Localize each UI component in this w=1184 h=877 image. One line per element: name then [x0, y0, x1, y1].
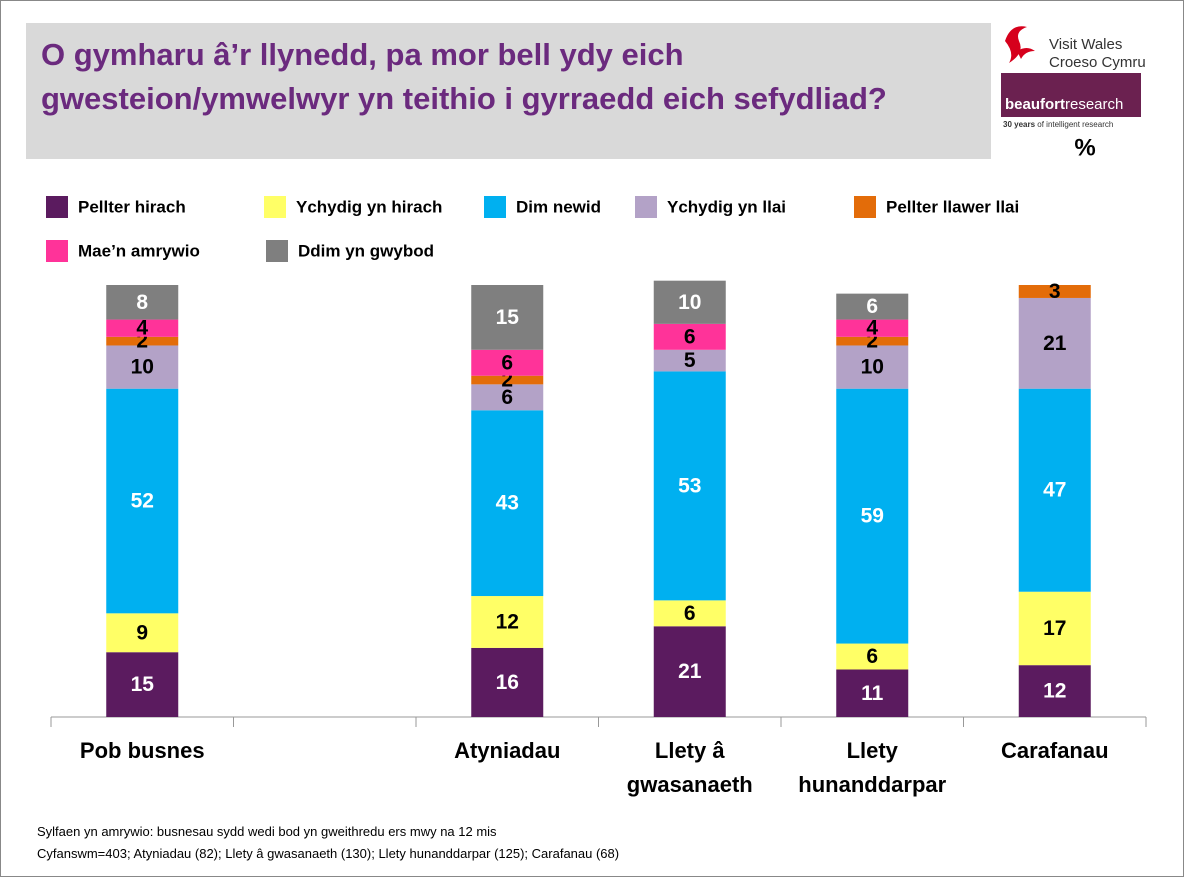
data-label: 17 [1043, 617, 1066, 640]
bar-segment [653, 626, 726, 717]
footnote: Sylfaen yn amrywio: busnesau sydd wedi b… [37, 824, 497, 839]
legend-swatch [266, 240, 288, 262]
data-label: 15 [496, 306, 520, 329]
bar-segment [106, 319, 179, 337]
logo-text: 30 years [1003, 120, 1036, 129]
bar-segment [836, 643, 909, 670]
bar-segment [653, 280, 726, 324]
legend-swatch [635, 196, 657, 218]
bar-segment [836, 669, 909, 717]
logo-text: beaufortresearch [1005, 96, 1123, 113]
data-label: 6 [684, 325, 696, 348]
bar-segment [653, 371, 726, 601]
bar-segment [836, 293, 909, 320]
bar-segment [471, 375, 544, 385]
bar-segment [1018, 665, 1091, 717]
legend-label: Ychydig yn hirach [296, 197, 442, 216]
bar-segment [836, 319, 909, 337]
legend-label: Pellter llawer llai [886, 197, 1019, 216]
bar-segment [471, 647, 544, 717]
logo-text: Croeso Cymru [1049, 54, 1146, 71]
bar-segment [836, 336, 909, 346]
data-label: 10 [131, 356, 154, 379]
data-label: 15 [131, 673, 155, 696]
bar-segment [471, 410, 544, 597]
logo-text: beaufort [1005, 96, 1065, 113]
logo-text: Visit Wales [1049, 36, 1122, 53]
bar-segment [653, 600, 726, 627]
bar-segment [1018, 591, 1091, 666]
data-label: 6 [684, 602, 696, 625]
data-label: 2 [501, 369, 513, 392]
data-label: 9 [136, 621, 148, 644]
data-label: 10 [678, 291, 701, 314]
legend-label: Ychydig yn llai [667, 197, 786, 216]
legend-swatch [264, 196, 286, 218]
data-label: 10 [861, 356, 884, 379]
data-label: 6 [501, 386, 513, 409]
title: O gymharu â’r llynedd, pa mor bell ydy e… [26, 23, 991, 159]
legend-label: Mae’n amrywio [78, 241, 200, 260]
x-tick-label: Pob busnes [79, 738, 205, 763]
data-label: 5 [684, 349, 696, 372]
legend-label: Ddim yn gwybod [298, 241, 434, 260]
legend-swatch [46, 196, 68, 218]
data-label: 21 [1043, 332, 1067, 355]
data-label: 3 [1049, 280, 1061, 303]
footnote: Cyfanswm=403; Atyniadau (82); Llety â gw… [37, 846, 620, 861]
bar-segment [1018, 388, 1091, 592]
logo-text: of intelligent research [1037, 120, 1113, 129]
bar-segment [836, 345, 909, 389]
bar-segment [106, 345, 179, 389]
data-label: 6 [866, 295, 878, 318]
data-label: 47 [1043, 479, 1066, 502]
bar-segment [653, 349, 726, 372]
beaufort-logo [1001, 73, 1141, 117]
x-tick-label: Carafanau [1000, 738, 1109, 763]
bar-segment [471, 384, 544, 411]
data-label: 53 [678, 474, 701, 497]
data-label: 21 [678, 660, 702, 683]
data-label: 6 [866, 645, 878, 668]
bar-segment [1018, 285, 1091, 298]
legend-label: Pellter hirach [78, 197, 186, 216]
legend-swatch [854, 196, 876, 218]
bar-segment [471, 596, 544, 648]
x-tick-label: Llety â gwasanaeth [626, 738, 753, 797]
bar-segment [471, 349, 544, 376]
data-label: 12 [1043, 680, 1066, 703]
bar-segment [653, 323, 726, 350]
data-label: 16 [496, 671, 519, 694]
data-label: 6 [501, 351, 513, 374]
data-label: 12 [496, 611, 519, 634]
legend-swatch [46, 240, 68, 262]
bar-segment [836, 388, 909, 644]
logo-text: research [1065, 96, 1123, 113]
data-label: 59 [861, 505, 884, 528]
data-label: 11 [861, 682, 884, 705]
bar-segment [106, 285, 179, 320]
data-label: 43 [496, 492, 519, 515]
logo-tagline: 30 years of intelligent research [1003, 120, 1113, 129]
bar-segment [1018, 297, 1091, 389]
x-tick-label: Atyniadau [454, 738, 561, 763]
bar-segment [471, 285, 544, 350]
data-label: 4 [866, 317, 878, 340]
bar-segment [106, 652, 179, 717]
data-label: 4 [136, 317, 148, 340]
x-tick-label: Llety hunanddarpar [798, 738, 947, 797]
data-label: 8 [136, 291, 148, 314]
bar-segment [106, 336, 179, 346]
data-label: 2 [136, 330, 148, 353]
legend-label: Dim newid [516, 197, 601, 216]
legend-swatch [484, 196, 506, 218]
data-label: 52 [131, 490, 154, 513]
bar-segment [106, 388, 179, 614]
bar-segment [106, 613, 179, 653]
dragon-logo [1005, 26, 1035, 63]
unit-label: % [1074, 134, 1095, 161]
data-label: 2 [866, 330, 878, 353]
